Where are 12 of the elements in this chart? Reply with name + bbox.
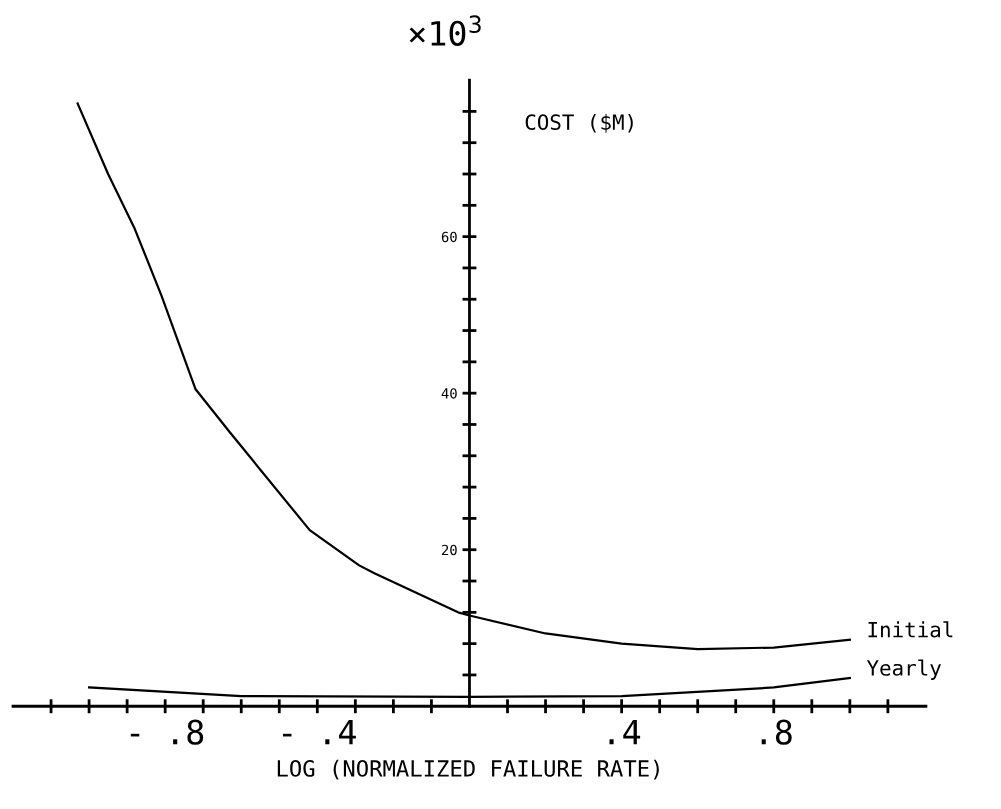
y-axis-title: COST ($M) — [525, 113, 633, 133]
series-label: Initial — [868, 621, 953, 638]
series-label: Yearly — [866, 659, 941, 680]
y-tick-label: 60 — [441, 231, 457, 243]
text: ×10$^{3}$ — [409, 15, 481, 46]
y-tick-label: 40 — [441, 388, 457, 399]
y-tick-label: 20 — [441, 544, 457, 556]
x-tick-label: - .8 — [130, 719, 204, 745]
x-axis-title: LOG (NORMALIZED FAILURE RATE) — [277, 759, 659, 780]
x-tick-label: .4 — [609, 719, 641, 745]
x-tick-label: .8 — [761, 719, 792, 745]
x-tick-label: - .4 — [282, 719, 356, 745]
